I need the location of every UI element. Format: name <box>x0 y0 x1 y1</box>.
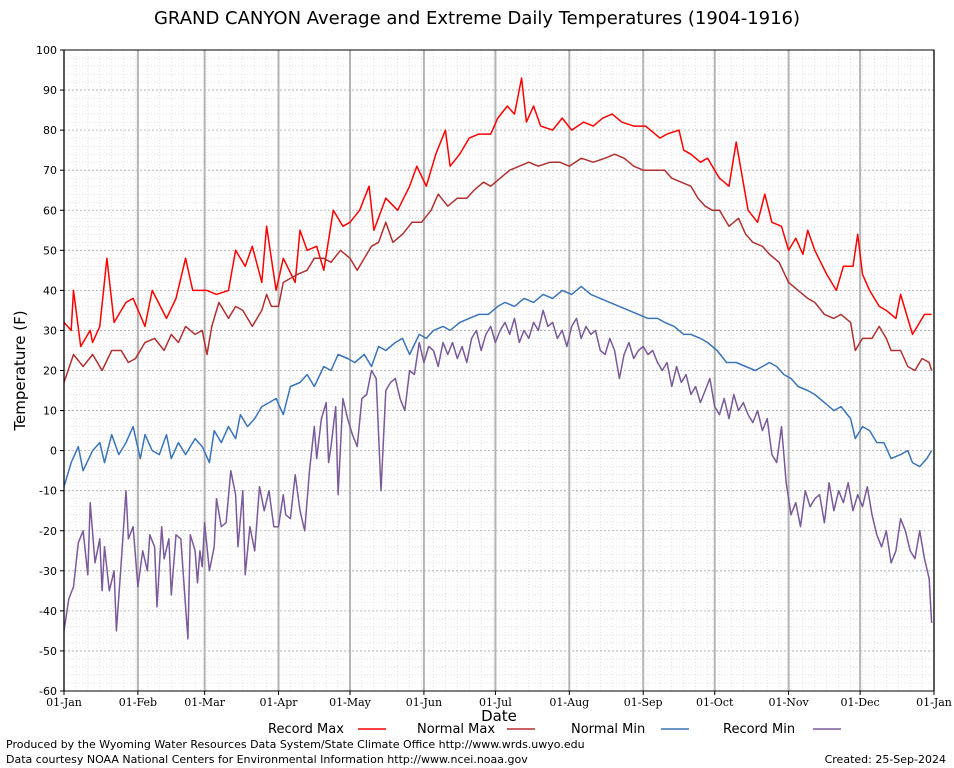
series-line-normal-min <box>63 285 933 487</box>
x-tick-label: 01-Apr <box>260 696 299 709</box>
series-line-normal-max <box>63 153 933 383</box>
y-tick-label: -10 <box>39 485 57 498</box>
y-tick-label: 20 <box>43 365 57 378</box>
x-tick-label: 01-May <box>329 696 372 709</box>
x-tick-label: 01-Mar <box>184 696 226 709</box>
y-tick-label: 90 <box>43 84 57 97</box>
y-tick-label: 70 <box>43 164 57 177</box>
chart-title: GRAND CANYON Average and Extreme Daily T… <box>153 8 801 29</box>
y-tick-label: -60 <box>39 685 57 698</box>
legend: Record Max Normal Max Normal Min Record Min <box>268 722 841 737</box>
x-tick-label: 01-Nov <box>769 696 810 709</box>
grid-layer <box>63 49 935 692</box>
y-tick-label: 60 <box>43 204 57 217</box>
x-tick-label: 01-Jan <box>916 696 952 709</box>
footer-created-date: Created: 25-Sep-2024 <box>824 753 946 766</box>
y-tick-label: 30 <box>43 324 57 337</box>
y-tick-label: -20 <box>39 525 57 538</box>
x-tick-label: 01-Oct <box>696 696 734 709</box>
x-tick-label: 01-Dec <box>841 696 880 709</box>
legend-label: Normal Min <box>571 722 645 737</box>
y-tick-label: 10 <box>43 405 57 418</box>
y-tick-label: -30 <box>39 565 57 578</box>
y-tick-label: 80 <box>43 124 57 137</box>
series-line-record-min <box>63 309 933 640</box>
y-tick-label: 40 <box>43 284 57 297</box>
x-axis-label: Date <box>481 707 517 725</box>
axis-layer: 1009080706050403020100-10-20-30-40-50-60… <box>36 44 952 709</box>
series-line-record-max <box>63 77 932 348</box>
x-tick-label: 01-Feb <box>119 696 157 709</box>
legend-label: Record Min <box>723 722 795 737</box>
series-layer <box>63 77 933 640</box>
x-tick-label: 01-Aug <box>549 696 589 709</box>
x-tick-label: 01-Jul <box>479 696 512 709</box>
y-tick-label: -50 <box>39 645 57 658</box>
legend-label: Normal Max <box>417 722 495 737</box>
legend-label: Record Max <box>268 722 344 737</box>
y-tick-label: 100 <box>36 44 57 57</box>
x-tick-label: 01-Sep <box>624 696 663 709</box>
footer-credit-line-1: Produced by the Wyoming Water Resources … <box>6 738 585 751</box>
x-tick-label: 01-Jan <box>46 696 82 709</box>
y-tick-label: 50 <box>43 244 57 257</box>
footer-credit-line-2: Data courtesy NOAA National Centers for … <box>6 753 528 766</box>
x-tick-label: 01-Jun <box>406 696 442 709</box>
y-tick-label: 0 <box>50 445 57 458</box>
y-tick-label: -40 <box>39 605 57 618</box>
y-axis-label: Temperature (F) <box>11 310 29 431</box>
